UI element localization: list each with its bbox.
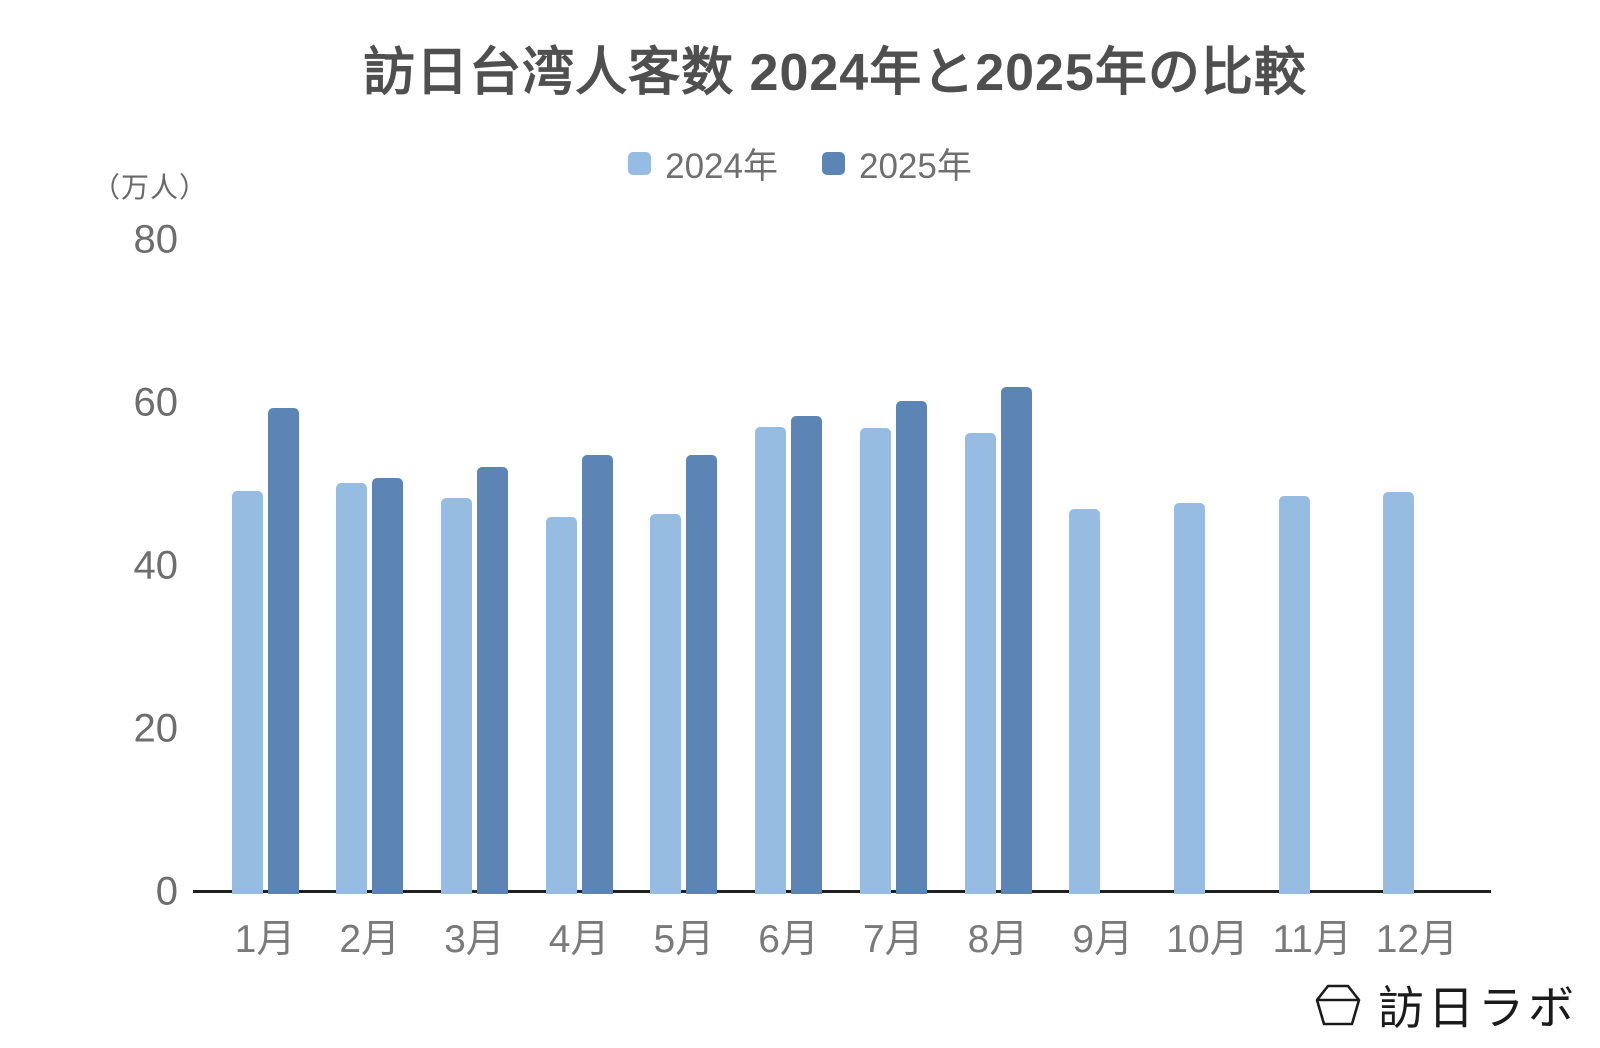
chart-title: 訪日台湾人客数 2024年と2025年の比較: [363, 44, 1307, 102]
x-label-7月: 7月: [862, 918, 924, 961]
legend: 2024年 2025年: [0, 138, 1600, 189]
brand-logo-text: 訪日ラボ: [1378, 982, 1578, 1034]
x-axis-line: [193, 890, 1491, 893]
bar-2024年-3月: [440, 497, 472, 894]
x-label-10月: 10月: [1166, 918, 1249, 961]
x-label-8月: 8月: [967, 918, 1029, 961]
y-axis-unit-label: （万人）: [92, 172, 209, 203]
x-label-4月: 4月: [548, 918, 610, 961]
legend-swatch-2024年: [628, 152, 652, 175]
x-label-6月: 6月: [758, 918, 819, 961]
bar-2025年-7月: [895, 400, 927, 894]
hexagon-lantern-icon: [1315, 984, 1361, 1026]
x-label-9月: 9月: [1072, 918, 1134, 961]
legend-label: 2024年: [665, 147, 778, 186]
y-tick-60: 60: [133, 380, 179, 425]
bar-2025年-3月: [476, 466, 508, 894]
bar-2025年-5月: [686, 454, 718, 894]
y-tick-0: 0: [155, 869, 178, 914]
bar-2024年-7月: [859, 427, 891, 894]
bar-2024年-10月: [1173, 502, 1205, 894]
bar-2024年-4月: [545, 517, 577, 894]
bar-2025年-6月: [791, 416, 823, 894]
bar-2024年-6月: [755, 426, 787, 894]
bar-2025年-4月: [581, 454, 613, 894]
bar-2025年-8月: [1000, 387, 1032, 894]
legend-label: 2025年: [859, 147, 972, 186]
x-label-2月: 2月: [339, 918, 401, 961]
bar-2024年-9月: [1069, 509, 1101, 894]
y-tick-20: 20: [133, 706, 179, 751]
x-label-3月: 3月: [444, 918, 505, 961]
x-label-11月: 11月: [1272, 918, 1352, 961]
x-label-1月: 1月: [234, 918, 296, 961]
brand-logo: 訪日ラボ: [1314, 972, 1578, 1038]
bar-2024年-8月: [964, 433, 996, 894]
legend-item-2024年: 2024年: [628, 138, 778, 189]
bar-2024年-2月: [336, 483, 368, 894]
bar-2024年-1月: [231, 491, 263, 894]
bar-2025年-2月: [372, 478, 404, 894]
x-label-5月: 5月: [653, 918, 715, 961]
y-tick-80: 80: [133, 217, 179, 262]
legend-swatch-2025年: [822, 152, 845, 175]
bar-2025年-1月: [267, 408, 299, 894]
bar-2024年-12月: [1383, 492, 1415, 894]
y-tick-40: 40: [133, 543, 179, 588]
legend-item-2025年: 2025年: [822, 138, 972, 189]
bar-2024年-11月: [1278, 496, 1310, 894]
bar-2024年-5月: [650, 514, 682, 894]
x-label-12月: 12月: [1375, 918, 1459, 961]
